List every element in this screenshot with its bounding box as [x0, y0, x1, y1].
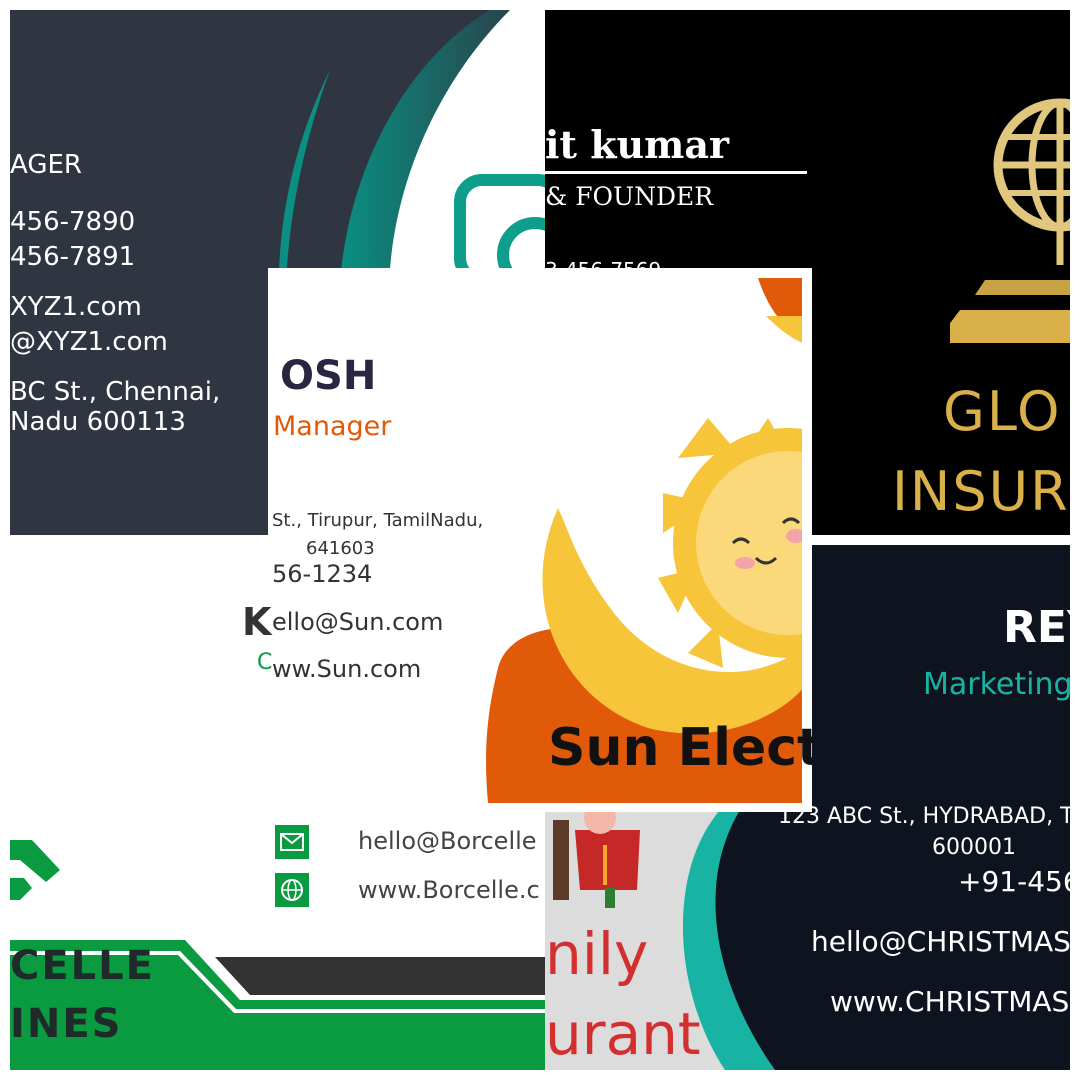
restaurant-name-line-1: nily	[545, 920, 649, 988]
character-illustration	[553, 810, 640, 908]
partial-role-letter: C	[257, 650, 273, 675]
phone-number: +91-456	[958, 865, 1070, 898]
stripe-graphic	[10, 940, 545, 1070]
job-title: & FOUNDER	[545, 182, 714, 211]
email: hello@CHRISTMAS	[811, 925, 1070, 958]
business-card-sun-electric: OSH Manager St., Tirupur, TamilNadu, 641…	[268, 268, 812, 812]
email: @XYZ1.com	[10, 327, 168, 357]
card-edge	[802, 268, 812, 812]
email-icon	[275, 825, 309, 859]
job-title: Marketing	[923, 667, 1070, 702]
address-line-2: Nadu 600113	[10, 407, 186, 437]
website: ww.Sun.com	[272, 655, 422, 683]
globe-icon	[275, 873, 309, 907]
website: www.Borcelle.c	[358, 876, 540, 904]
company-name: Sun Elect	[548, 718, 812, 778]
address-line-1: BC St., Chennai,	[10, 377, 221, 407]
website: XYZ1.com	[10, 292, 142, 322]
company-name-line-1: CELLE	[10, 943, 155, 989]
job-title: AGER	[10, 150, 82, 180]
logo-chevrons-icon	[10, 840, 60, 900]
job-title: Manager	[273, 411, 392, 442]
sun-moon-illustration	[486, 278, 812, 803]
company-name-line-2: INES	[10, 1001, 123, 1047]
restaurant-name-line-2: urant	[545, 1000, 701, 1068]
partial-name-letter: K	[242, 600, 272, 644]
email: hello@Borcelle	[358, 827, 537, 855]
person-name: it kumar	[545, 122, 730, 167]
address-line-2: 641603	[306, 538, 375, 559]
company-name-line-1: GLO	[943, 380, 1062, 443]
address-line-1: St., Tirupur, TamilNadu,	[272, 510, 484, 531]
globe-icon	[950, 98, 1070, 343]
person-name: OSH	[280, 353, 377, 399]
address-line-2: 600001	[932, 835, 1016, 860]
address-line-1: 123 ABC St., HYDRABAD, Ta	[778, 804, 1070, 829]
company-name-line-2: INSUR	[892, 460, 1070, 523]
person-name: REY	[1003, 602, 1070, 653]
website: www.CHRISTMAS	[830, 985, 1070, 1018]
email: ello@Sun.com	[272, 608, 444, 636]
phone-number-1: 456-7890	[10, 207, 136, 237]
phone-number-2: 456-7891	[10, 242, 136, 272]
phone-number: 56-1234	[272, 560, 373, 588]
divider-line	[545, 171, 807, 174]
